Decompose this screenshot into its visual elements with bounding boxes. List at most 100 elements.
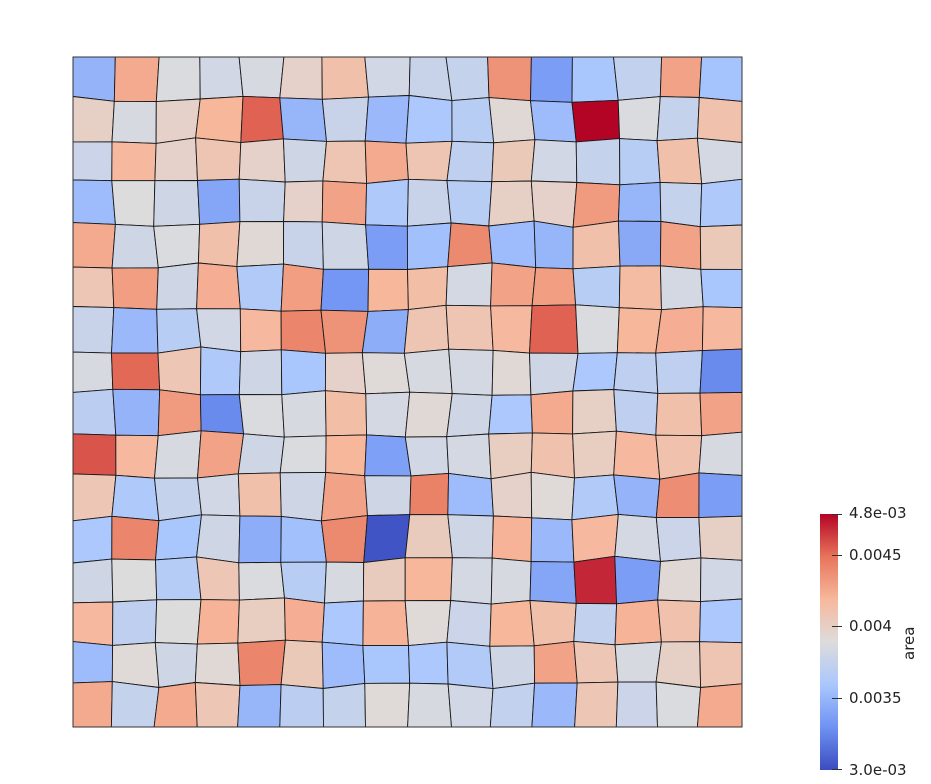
mesh-cell (699, 598, 743, 644)
mesh-cell (614, 641, 662, 683)
mesh-cell (197, 221, 241, 268)
mesh-cell (154, 477, 202, 522)
mesh-cell (530, 432, 575, 479)
mesh-cell (238, 561, 285, 601)
mesh-cell (154, 137, 198, 182)
mesh-cell (656, 137, 703, 185)
mesh-cell (194, 682, 241, 728)
mesh-cell (403, 304, 450, 354)
mesh-cell (616, 307, 662, 354)
mesh-cell (322, 682, 366, 728)
mesh-cell (279, 97, 327, 142)
mesh-cell (194, 642, 241, 686)
mesh-cell (404, 557, 453, 602)
mesh-cell (657, 599, 701, 643)
mesh-cell (154, 642, 198, 688)
mesh-cell (404, 391, 453, 438)
mesh-cell (197, 178, 241, 225)
colorbar-tick (832, 698, 842, 699)
mesh-cell (195, 95, 244, 144)
mesh-cell (279, 56, 323, 100)
mesh-cell (279, 684, 324, 728)
mesh-cell (491, 139, 536, 183)
mesh-cell (364, 475, 412, 517)
mesh-cell (529, 600, 577, 647)
mesh-cell (153, 682, 198, 728)
mesh-cell (111, 307, 159, 354)
mesh-cell (701, 306, 743, 352)
mesh-cell (447, 514, 494, 559)
mesh-cell (572, 389, 617, 435)
mesh-cell (363, 514, 411, 563)
mesh-cell (659, 265, 704, 311)
colorbar-gradient (820, 514, 838, 770)
mesh-cell (613, 389, 659, 436)
mesh-cell (279, 471, 327, 522)
mesh-cell (699, 178, 743, 228)
mesh-cell (72, 433, 117, 476)
mesh-cell (156, 308, 202, 354)
mesh-cell (321, 221, 370, 270)
mesh-cell (280, 309, 327, 354)
mesh-cell (195, 137, 242, 181)
mesh-cell (575, 138, 621, 186)
mesh-cell (574, 681, 619, 728)
mesh-cell (530, 139, 578, 183)
mesh-cell (572, 430, 617, 479)
mesh-cell (280, 561, 327, 604)
mesh-cell (405, 95, 453, 144)
mesh-cell (656, 96, 700, 142)
mesh-cell (571, 513, 619, 563)
mesh-cell (529, 561, 577, 604)
mesh-cell (696, 137, 743, 185)
mesh-cell (283, 221, 324, 270)
mesh-cell (112, 599, 158, 646)
mesh-cell (325, 434, 368, 477)
mesh-cell (446, 180, 493, 227)
mesh-cell (284, 597, 325, 643)
mesh-cell (365, 224, 408, 270)
mesh-cell (111, 223, 159, 269)
mesh-cell (618, 265, 662, 311)
mesh-cell (362, 557, 406, 602)
mesh-cell (445, 304, 494, 351)
mesh-cell (321, 180, 368, 226)
mesh-cell (613, 352, 659, 394)
mesh-cell (72, 558, 114, 604)
mesh-cell (238, 178, 286, 223)
mesh-cell (530, 517, 575, 563)
mesh-cell (237, 684, 282, 728)
mesh-cell (111, 267, 159, 310)
mesh-cell (111, 141, 157, 182)
mesh-cell (154, 430, 202, 479)
mesh-cell (324, 561, 365, 604)
mesh-cell (153, 223, 201, 269)
mesh-cell (487, 56, 532, 102)
mesh-cell (571, 474, 619, 521)
mesh-cell (72, 266, 115, 309)
mesh-cell (698, 515, 743, 561)
mesh-cell (655, 306, 704, 354)
mesh-cell (530, 180, 578, 228)
mesh-cell (72, 515, 113, 564)
mesh-cell (617, 220, 662, 267)
mesh-cell (572, 265, 621, 309)
mesh-cell (488, 180, 535, 227)
mesh-cell (196, 556, 240, 601)
mesh-cell (530, 390, 574, 435)
colorbar-min-label: 3.0e-03 (849, 761, 907, 779)
colorbar-tick (832, 626, 842, 627)
mesh-cell (446, 600, 492, 647)
mesh-cell (72, 96, 115, 143)
mesh-cell (72, 141, 113, 182)
mesh-cell (111, 474, 160, 522)
mesh-cell (367, 268, 409, 312)
mesh-cell (321, 56, 369, 100)
mesh-cell (155, 514, 202, 561)
mesh-cell (321, 600, 364, 647)
mesh-cell (321, 641, 366, 689)
mesh-cell (447, 222, 493, 268)
mesh-cell (614, 513, 661, 562)
mesh-cell (531, 682, 578, 728)
mesh-cell (280, 263, 324, 312)
